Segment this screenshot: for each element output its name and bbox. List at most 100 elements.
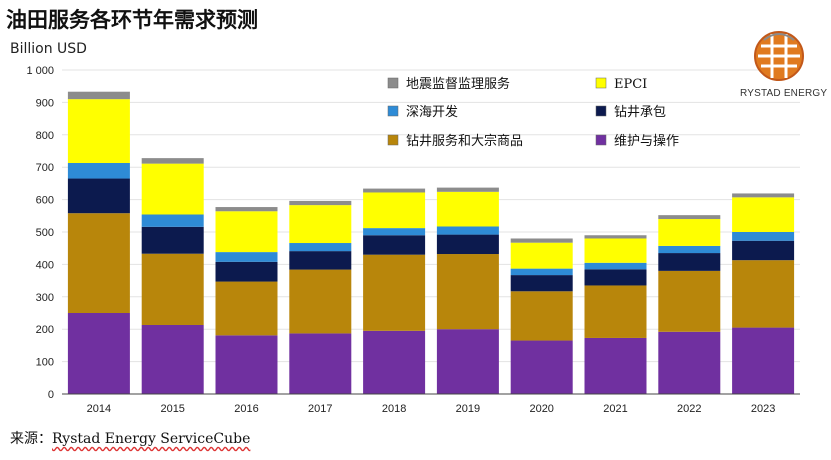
x-tick-label: 2016 xyxy=(234,403,258,415)
bar-segment xyxy=(658,215,721,220)
bar-segment xyxy=(436,254,499,330)
x-tick-label: 2023 xyxy=(751,403,775,415)
bar-segment xyxy=(436,191,499,227)
bar-segment xyxy=(436,187,499,192)
y-tick-label: 300 xyxy=(36,292,54,304)
bar-segment xyxy=(658,270,721,332)
bar-segment xyxy=(215,207,278,212)
bar-segment xyxy=(67,162,130,179)
y-tick-label: 500 xyxy=(36,227,54,239)
bar-segment xyxy=(658,245,721,254)
source-name: Rystad Energy ServiceCube xyxy=(52,431,251,447)
bar-segment xyxy=(363,235,426,255)
legend-swatch xyxy=(387,134,399,146)
bar-segment xyxy=(436,329,499,394)
source-prefix: 来源： xyxy=(10,431,52,447)
y-tick-label: 700 xyxy=(36,162,54,174)
legend-label: 深海开发 xyxy=(406,104,458,120)
bar-segment xyxy=(215,281,278,336)
y-tick-label: 600 xyxy=(36,195,54,207)
bar-segment xyxy=(436,234,499,255)
bar-segment xyxy=(141,226,204,254)
legend-swatch xyxy=(595,105,607,117)
y-tick-label: 100 xyxy=(36,357,54,369)
bar-segment xyxy=(584,337,647,394)
bar-segment xyxy=(141,163,204,215)
rystad-logo-icon xyxy=(754,31,804,81)
legend-label: 钻井承包 xyxy=(614,105,666,120)
bar-segment xyxy=(363,330,426,394)
y-tick-label: 400 xyxy=(36,259,54,271)
legend-label: 钻井服务和大宗商品 xyxy=(406,133,523,149)
bar-segment xyxy=(215,261,278,282)
bar-segment xyxy=(215,252,278,262)
y-tick-label: 800 xyxy=(36,130,54,142)
bar-segment xyxy=(289,200,352,206)
bar-segment xyxy=(584,262,647,270)
bar-segment xyxy=(584,235,647,239)
bar-segment xyxy=(141,324,204,394)
y-tick-label: 1 000 xyxy=(26,65,54,77)
bar-segment xyxy=(67,213,130,313)
bar-segment xyxy=(658,331,721,394)
bar-segment xyxy=(584,269,647,286)
bar-segment xyxy=(67,99,130,163)
bar-segment xyxy=(732,240,795,261)
x-tick-label: 2019 xyxy=(456,403,480,415)
bar-segment xyxy=(289,205,352,244)
legend-swatch xyxy=(595,77,607,89)
y-tick-label: 900 xyxy=(36,97,54,109)
bar-segment xyxy=(289,243,352,252)
legend-swatch xyxy=(387,77,399,89)
bar-segment xyxy=(141,253,204,325)
x-tick-label: 2018 xyxy=(382,403,406,415)
bar-segment xyxy=(732,197,795,232)
bar-segment xyxy=(363,188,426,193)
bar-segment xyxy=(67,313,130,394)
bar-segment xyxy=(732,260,795,328)
bar-segment xyxy=(289,269,352,334)
bar-segment xyxy=(436,226,499,235)
axes: 0 100 200 300 400 500 600 700 800 900 1 000 2014 201… xyxy=(26,65,800,415)
y-tick-label: 200 xyxy=(36,324,54,336)
bar-segment xyxy=(141,158,204,164)
bar-segment xyxy=(584,238,647,263)
legend-label: EPCI xyxy=(614,77,647,92)
bar-segment xyxy=(67,178,130,214)
y-tick-label: 0 xyxy=(48,389,54,401)
y-axis-unit-label: Billion USD xyxy=(10,41,87,57)
bar-segment xyxy=(363,254,426,331)
bar-segment xyxy=(510,242,573,269)
bar-segment xyxy=(658,253,721,271)
bar-segment xyxy=(510,268,573,276)
bar-segment xyxy=(289,251,352,270)
legend-label: 维护与操作 xyxy=(614,133,679,149)
legend-swatch xyxy=(595,134,607,146)
bar-segment xyxy=(510,238,573,243)
bar-segment xyxy=(141,214,204,227)
bar-segment xyxy=(215,211,278,253)
bar-segment xyxy=(584,285,647,338)
x-tick-label: 2020 xyxy=(529,403,553,415)
bar-segment xyxy=(510,275,573,292)
bars xyxy=(67,91,795,394)
bar-segment xyxy=(289,333,352,394)
x-tick-label: 2014 xyxy=(87,403,111,415)
bar-segment xyxy=(732,327,795,394)
bar-segment xyxy=(510,291,573,341)
bar-segment xyxy=(215,335,278,394)
bar-segment xyxy=(732,232,795,241)
bar-segment xyxy=(658,219,721,246)
x-tick-label: 2021 xyxy=(603,403,627,415)
bar-segment xyxy=(732,193,795,198)
x-tick-label: 2015 xyxy=(160,403,184,415)
logo-text: RYSTAD ENERGY xyxy=(740,88,828,99)
legend-swatch xyxy=(387,105,399,117)
source-note: 来源：Rystad Energy ServiceCube xyxy=(10,428,250,448)
bar-segment xyxy=(363,228,426,236)
bar-segment xyxy=(363,192,426,229)
bar-segment xyxy=(510,340,573,394)
x-tick-label: 2017 xyxy=(308,403,332,415)
